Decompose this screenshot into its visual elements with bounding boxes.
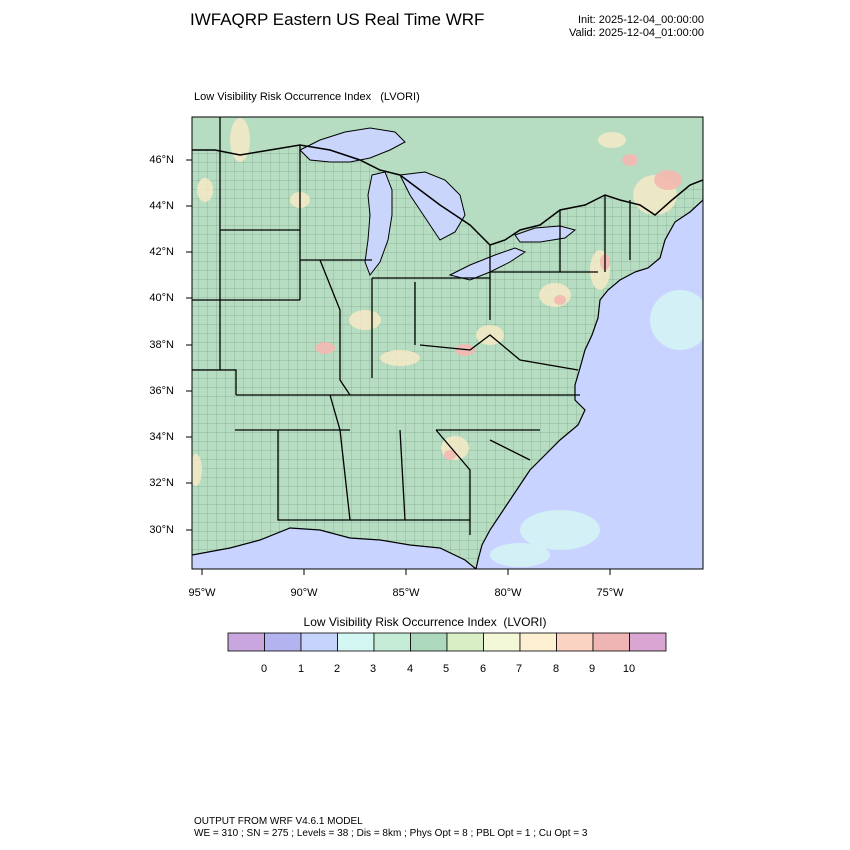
colorbar-swatch bbox=[556, 632, 594, 652]
lat-label: 30°N bbox=[149, 524, 174, 536]
county-lines bbox=[192, 145, 703, 569]
canada-land bbox=[192, 117, 703, 245]
lat-label: 40°N bbox=[149, 292, 174, 304]
medium-risk-patch bbox=[539, 283, 571, 307]
offshore-patch bbox=[520, 510, 600, 550]
lake-michigan bbox=[364, 171, 393, 277]
offshore-patch bbox=[650, 290, 703, 350]
lon-label: 85°W bbox=[392, 587, 420, 599]
map-frame-content bbox=[192, 117, 703, 569]
lake-erie bbox=[448, 247, 527, 281]
gulf-coastline bbox=[192, 527, 477, 569]
colorbar-label: 7 bbox=[515, 663, 523, 675]
great-lakes bbox=[299, 127, 577, 281]
colorbar-swatch bbox=[446, 632, 484, 652]
lat-label: 38°N bbox=[149, 339, 174, 351]
lon-label: 80°W bbox=[494, 587, 522, 599]
map-title: Low Visibility Risk Occurrence Index (LV… bbox=[194, 91, 420, 103]
main-title: IWFAQRP Eastern US Real Time WRF bbox=[190, 10, 485, 29]
colorbar-swatch bbox=[410, 632, 448, 652]
medium-risk-patch bbox=[192, 454, 202, 486]
map-frame bbox=[191, 116, 704, 570]
high-risk-patch bbox=[554, 295, 566, 305]
medium-risk-patch bbox=[197, 178, 213, 202]
footer-params: WE = 310 ; SN = 275 ; Levels = 38 ; Dis … bbox=[194, 828, 588, 839]
footer-model: OUTPUT FROM WRF V4.6.1 MODEL bbox=[194, 816, 363, 827]
colorbar-label: 4 bbox=[406, 663, 414, 675]
colorbar-swatch bbox=[300, 632, 338, 652]
us-coastline bbox=[475, 199, 703, 569]
colorbar-label: 3 bbox=[369, 663, 377, 675]
high-risk-patch bbox=[654, 170, 682, 190]
offshore-patch bbox=[490, 543, 550, 567]
init-time: Init: 2025-12-04_00:00:00 bbox=[578, 14, 704, 26]
colorbar-label: 0 bbox=[260, 663, 268, 675]
gulf-of-mexico bbox=[192, 528, 476, 569]
medium-risk-patch bbox=[230, 118, 250, 162]
lat-ticks bbox=[186, 159, 192, 531]
colorbar-swatch bbox=[373, 632, 411, 652]
lake-huron bbox=[399, 171, 466, 241]
lon-label: 90°W bbox=[290, 587, 318, 599]
colorbar bbox=[227, 632, 667, 652]
medium-risk-patch bbox=[349, 310, 381, 330]
colorbar-swatch bbox=[629, 632, 667, 652]
state-boundaries bbox=[192, 117, 631, 535]
medium-risk-patch bbox=[380, 350, 420, 366]
offshore-patches bbox=[490, 290, 703, 567]
colorbar-label: 10 bbox=[622, 663, 636, 675]
lat-label: 44°N bbox=[149, 200, 174, 212]
colorbar-label: 1 bbox=[297, 663, 305, 675]
lon-ticks bbox=[201, 569, 611, 575]
colorbar-swatch bbox=[592, 632, 630, 652]
valid-time: Valid: 2025-12-04_01:00:00 bbox=[569, 27, 704, 39]
lat-label: 32°N bbox=[149, 477, 174, 489]
high-risk-patch bbox=[622, 154, 638, 166]
lon-label: 95°W bbox=[188, 587, 216, 599]
colorbar-label: 2 bbox=[333, 663, 341, 675]
lake-superior bbox=[299, 127, 406, 163]
lat-label: 46°N bbox=[149, 154, 174, 166]
lat-label: 42°N bbox=[149, 246, 174, 258]
lon-label: 75°W bbox=[596, 587, 624, 599]
high-risk-patch bbox=[315, 342, 335, 354]
colorbar-title: Low Visibility Risk Occurrence Index (LV… bbox=[303, 615, 547, 629]
high-risk-patch bbox=[444, 450, 456, 460]
colorbar-swatch bbox=[519, 632, 557, 652]
colorbar-label: 5 bbox=[442, 663, 450, 675]
colorbar-swatch bbox=[227, 632, 265, 652]
canada-border bbox=[192, 144, 703, 246]
colorbar-swatch bbox=[483, 632, 521, 652]
lat-label: 34°N bbox=[149, 431, 174, 443]
colorbar-swatch bbox=[337, 632, 375, 652]
medium-risk-patch bbox=[598, 132, 626, 148]
colorbar-swatch bbox=[264, 632, 302, 652]
lat-label: 36°N bbox=[149, 385, 174, 397]
colorbar-label: 6 bbox=[479, 663, 487, 675]
colorbar-label: 8 bbox=[552, 663, 560, 675]
colorbar-label: 9 bbox=[588, 663, 596, 675]
